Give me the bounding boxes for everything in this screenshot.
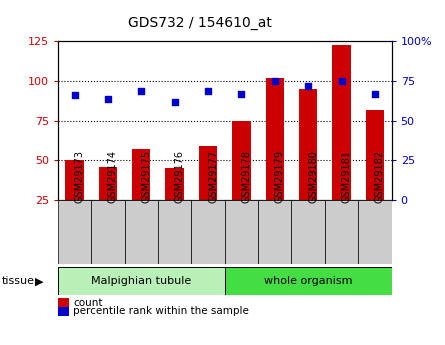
Bar bbox=[58, 298, 69, 307]
Point bbox=[138, 88, 145, 93]
Bar bbox=[325, 200, 358, 264]
Text: GDS732 / 154610_at: GDS732 / 154610_at bbox=[128, 16, 272, 30]
Point bbox=[338, 78, 345, 84]
Point bbox=[305, 83, 312, 89]
Bar bbox=[132, 149, 150, 200]
Text: whole organism: whole organism bbox=[264, 276, 352, 286]
Bar bbox=[158, 200, 191, 264]
Text: tissue: tissue bbox=[2, 276, 35, 286]
Text: GSM29176: GSM29176 bbox=[174, 150, 185, 203]
Text: GSM29177: GSM29177 bbox=[208, 150, 218, 203]
Point bbox=[171, 99, 178, 105]
Bar bbox=[58, 307, 69, 316]
Bar bbox=[199, 146, 217, 200]
Bar bbox=[225, 267, 392, 295]
Bar bbox=[332, 45, 351, 200]
Text: GSM29180: GSM29180 bbox=[308, 150, 318, 203]
Text: ▶: ▶ bbox=[35, 276, 44, 286]
Point bbox=[71, 92, 78, 98]
Bar bbox=[91, 200, 125, 264]
Bar bbox=[65, 160, 84, 200]
Bar bbox=[58, 200, 91, 264]
Text: percentile rank within the sample: percentile rank within the sample bbox=[73, 306, 249, 316]
Bar bbox=[166, 168, 184, 200]
Point bbox=[205, 88, 212, 93]
Bar bbox=[358, 200, 392, 264]
Bar bbox=[191, 200, 225, 264]
Bar bbox=[266, 78, 284, 200]
Bar bbox=[225, 200, 258, 264]
Point bbox=[372, 91, 379, 97]
Text: GSM29182: GSM29182 bbox=[375, 150, 385, 203]
Point bbox=[238, 91, 245, 97]
Bar bbox=[58, 267, 225, 295]
Text: GSM29179: GSM29179 bbox=[275, 150, 285, 203]
Text: count: count bbox=[73, 298, 103, 307]
Text: GSM29173: GSM29173 bbox=[75, 150, 85, 203]
Point bbox=[105, 96, 112, 101]
Bar bbox=[299, 89, 317, 200]
Bar bbox=[125, 200, 158, 264]
Bar bbox=[366, 110, 384, 200]
Text: GSM29175: GSM29175 bbox=[142, 150, 151, 203]
Bar bbox=[258, 200, 291, 264]
Bar bbox=[232, 121, 251, 200]
Bar bbox=[99, 167, 117, 200]
Bar bbox=[291, 200, 325, 264]
Text: Malpighian tubule: Malpighian tubule bbox=[91, 276, 191, 286]
Text: GSM29178: GSM29178 bbox=[241, 150, 251, 203]
Point bbox=[271, 78, 279, 84]
Text: GSM29181: GSM29181 bbox=[342, 150, 352, 203]
Text: GSM29174: GSM29174 bbox=[108, 150, 118, 203]
